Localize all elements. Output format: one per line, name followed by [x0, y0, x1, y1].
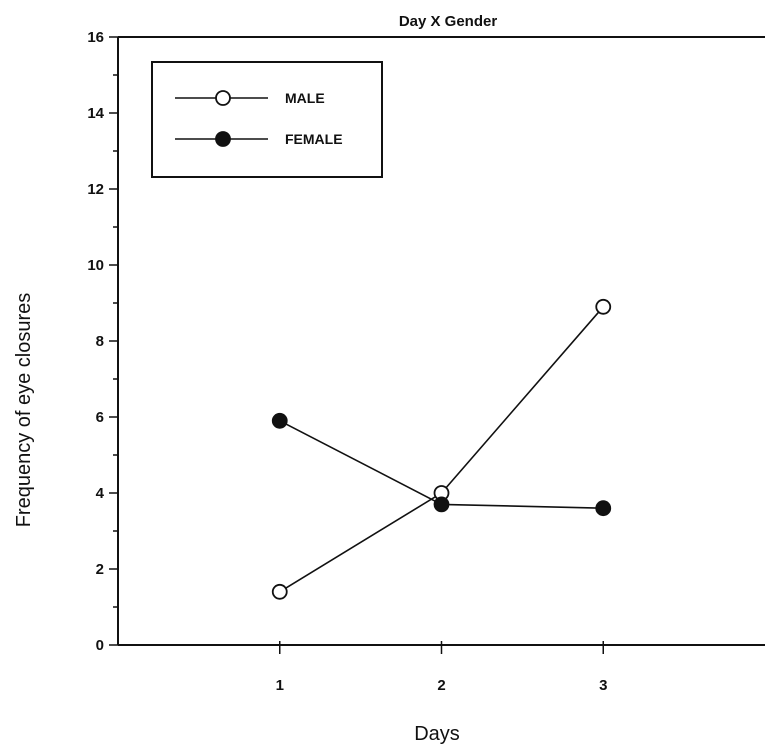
legend-label-male: MALE: [285, 90, 325, 106]
y-tick-label: 0: [96, 637, 104, 654]
y-tick-label: 8: [96, 333, 104, 350]
data-point-male-1: [271, 583, 288, 600]
chart-title: Day X Gender: [399, 13, 498, 30]
data-point-male-3: [595, 298, 612, 315]
y-tick-label: 6: [96, 409, 104, 426]
legend-label-female: FEMALE: [285, 131, 343, 147]
data-point-female-3: [595, 500, 612, 517]
x-tick-label: 3: [599, 677, 607, 694]
x-ticks: 1 2 3: [276, 641, 607, 694]
y-axis-title: Frequency of eye closures: [13, 293, 35, 528]
x-tick-label: 2: [437, 677, 445, 694]
x-tick-label: 1: [276, 677, 284, 694]
data-point-female-1: [271, 412, 288, 429]
y-ticks: 0 2 4 6 8 10 12 14 16: [87, 29, 118, 654]
x-axis-title: Days: [414, 723, 460, 745]
data-point-female-2: [433, 496, 450, 513]
legend-box: [151, 61, 383, 178]
series-lines: [279, 306, 604, 593]
y-tick-label: 4: [96, 485, 105, 502]
y-tick-label: 2: [96, 561, 104, 578]
series-line-male: [279, 306, 604, 593]
series-points: [271, 298, 612, 600]
y-tick-label: 14: [87, 105, 104, 122]
legend-marker-male: [215, 90, 231, 106]
legend: MALE FEMALE: [151, 61, 383, 178]
y-tick-label: 12: [87, 181, 104, 198]
legend-marker-female: [215, 131, 231, 147]
y-tick-label: 16: [87, 29, 104, 46]
y-tick-label: 10: [87, 257, 104, 274]
